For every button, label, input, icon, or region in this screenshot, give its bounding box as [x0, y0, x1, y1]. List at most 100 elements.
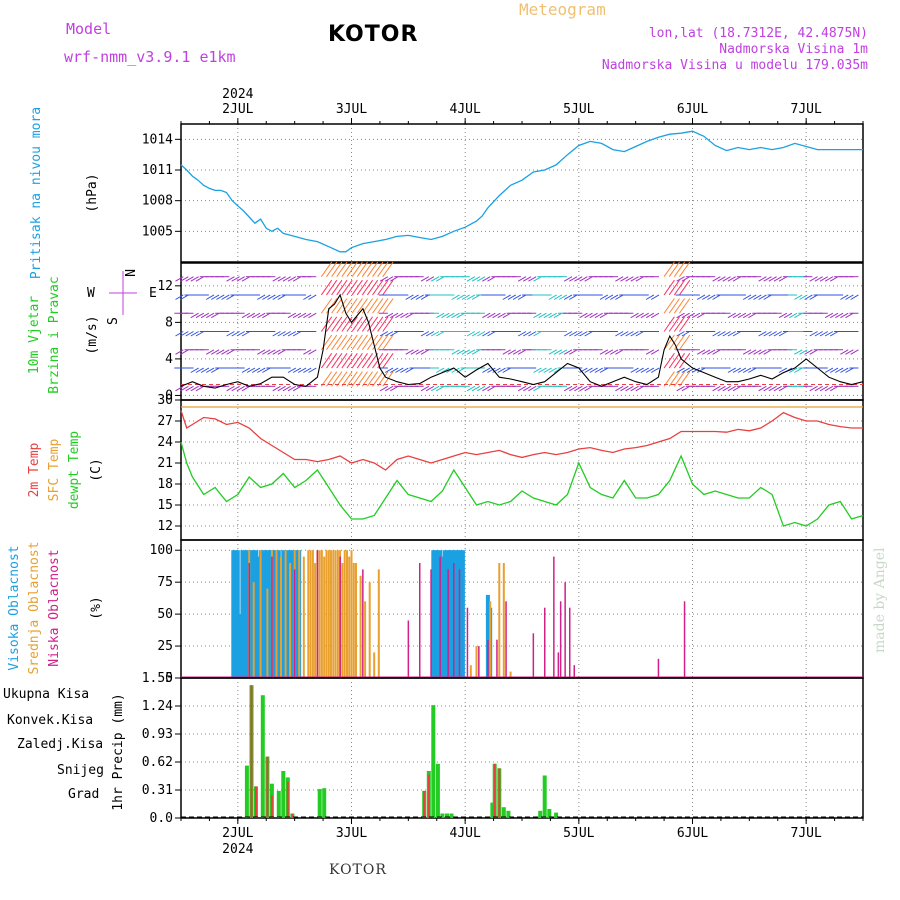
wind-barb	[702, 349, 711, 355]
wind-barb	[663, 334, 675, 351]
meteogram-label: Meteogram	[519, 0, 606, 19]
cloud-bar	[509, 671, 512, 677]
wind-barb	[850, 349, 859, 355]
wind-barb	[331, 316, 343, 332]
wind-barb	[471, 276, 481, 282]
wind-barb	[190, 331, 199, 337]
wind-barb	[502, 312, 511, 319]
cloud-bar	[339, 556, 341, 677]
cloud-bar	[233, 550, 238, 677]
pressure-line	[180, 130, 863, 253]
wind-barb	[346, 261, 358, 277]
wind-barb	[679, 279, 691, 296]
precip-legend-1: Konvek.Kisa	[7, 713, 93, 728]
wind-barb	[246, 312, 256, 319]
wind-barb	[361, 279, 374, 296]
wind-barb	[773, 276, 782, 282]
precip-bar	[322, 788, 327, 818]
cloud-bar	[314, 563, 317, 677]
wind-barb	[482, 367, 491, 373]
wind-barb	[180, 331, 189, 337]
wind-barb	[241, 367, 251, 373]
wind-barb	[663, 371, 675, 387]
cloud-bar	[557, 652, 560, 677]
wind-barb	[763, 276, 772, 282]
wind-barb	[487, 385, 496, 392]
wind-barb	[405, 312, 414, 319]
wind-barb	[226, 385, 235, 392]
cloud-bar	[458, 550, 463, 677]
wind-barb	[789, 312, 798, 319]
wind-barb	[799, 349, 808, 355]
wind-barb	[758, 276, 767, 282]
wind-barb	[190, 312, 199, 319]
model-label: Model	[66, 20, 112, 38]
wind-ytick-label-0: 0	[165, 388, 173, 403]
wind-barb	[195, 276, 204, 282]
cloud-bar	[332, 550, 335, 677]
wind-barb	[367, 316, 379, 332]
wind-barb	[523, 385, 532, 392]
wind-barb	[466, 276, 476, 282]
wind-barb	[436, 312, 445, 319]
cloud-bar	[505, 601, 507, 677]
wind-barb	[717, 276, 726, 282]
pressure-panel: 1005 1008 1011 1014	[142, 123, 864, 263]
wind-barb	[341, 298, 353, 314]
wind-barb	[195, 312, 204, 319]
wind-barb	[553, 294, 563, 300]
wind-barb	[528, 331, 537, 337]
wind-barb	[630, 331, 639, 337]
wind-barb	[356, 261, 368, 277]
precip-bar	[423, 790, 426, 818]
precip-bar	[317, 789, 322, 818]
wind-barb	[778, 276, 788, 282]
wind-barb	[200, 367, 210, 373]
wind-barb	[420, 276, 430, 282]
wind-barb	[673, 261, 686, 277]
wind-barb	[356, 279, 368, 296]
wind-barb	[569, 331, 578, 337]
pressure-ytick-label-2: 1011	[142, 163, 173, 178]
wind-barb	[650, 349, 660, 355]
precip-legend-3: Snijeg	[57, 763, 104, 778]
wind-barb	[615, 331, 624, 337]
wind-barb	[367, 334, 379, 351]
wind-barb	[635, 367, 644, 373]
clouds-ytick-label-0: 0	[165, 671, 173, 686]
cloud-bar	[419, 563, 421, 677]
temperature-ylabel-2m: 2m Temp	[27, 442, 42, 497]
bottom-year-label: 2024	[222, 842, 253, 857]
wind-barb	[326, 316, 338, 332]
wind-barb	[794, 294, 803, 300]
wind-barb	[768, 276, 777, 282]
wind-barb	[778, 367, 788, 373]
wind-barb	[221, 294, 230, 300]
cloud-bar	[350, 550, 353, 677]
clouds-ytick-label-4: 100	[150, 543, 173, 558]
wind-barb	[466, 331, 476, 337]
wind-barb	[574, 385, 583, 392]
cloud-bar	[293, 569, 296, 677]
wind-barb	[625, 385, 634, 392]
wind-barb	[405, 367, 414, 373]
wind-barb	[262, 294, 271, 300]
wind-barb	[287, 367, 297, 373]
wind-barb	[326, 261, 338, 277]
cloud-bar	[266, 588, 269, 677]
wind-barb	[257, 367, 266, 373]
cloud-bar	[532, 633, 535, 677]
cloud-bar	[435, 550, 440, 677]
wind-barb	[691, 367, 701, 373]
wind-barb	[533, 367, 542, 373]
wind-barb	[620, 276, 629, 282]
wind-barb	[400, 367, 409, 373]
wind-barb	[395, 367, 404, 373]
wind-barb	[668, 316, 680, 332]
wind-barb	[384, 276, 394, 282]
wind-barb	[205, 312, 215, 319]
wind-barb	[809, 331, 818, 337]
wind-barb	[372, 334, 384, 351]
wind-barb	[190, 276, 199, 282]
wind-barb	[377, 279, 389, 296]
